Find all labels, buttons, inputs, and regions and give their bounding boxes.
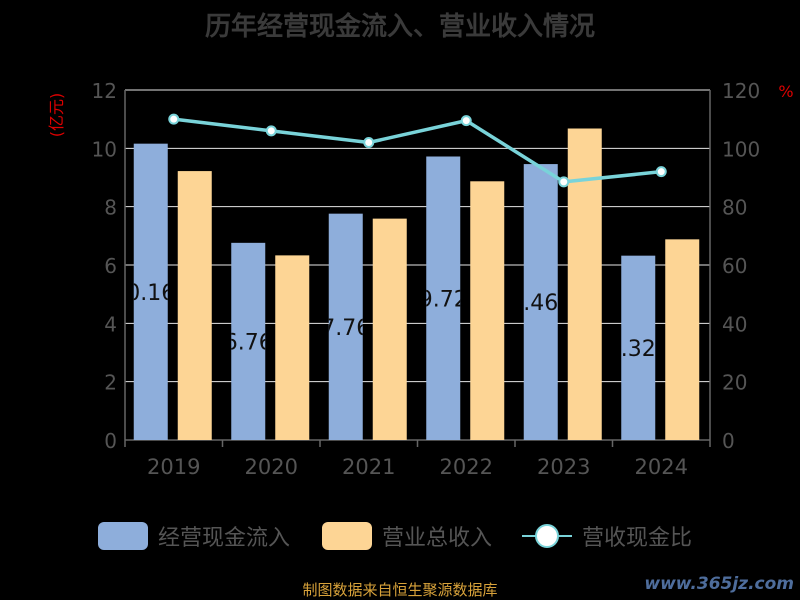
right-axis-tick-label: 40 bbox=[722, 312, 747, 336]
ratio-point bbox=[558, 176, 570, 188]
x-axis-tick-label: 2023 bbox=[537, 455, 590, 479]
legend-item-cash-inflow[interactable]: 经营现金流入 bbox=[98, 518, 290, 554]
data-label-cash-inflow: .32 bbox=[621, 337, 656, 362]
right-axis-tick-label: 80 bbox=[722, 196, 747, 220]
legend-label-revenue: 营业总收入 bbox=[382, 526, 493, 551]
legend-swatch-revenue bbox=[322, 522, 372, 550]
ratio-point bbox=[655, 166, 667, 178]
data-label-cash-inflow: 0.16 bbox=[126, 281, 175, 306]
bar-revenue bbox=[275, 255, 310, 440]
legend-label-ratio: 营收现金比 bbox=[582, 526, 693, 551]
ratio-point bbox=[460, 115, 472, 127]
right-axis-tick-label: 120 bbox=[722, 79, 760, 103]
data-label-cash-inflow: .46 bbox=[523, 291, 558, 316]
legend-item-revenue[interactable]: 营业总收入 bbox=[322, 518, 492, 554]
ratio-point bbox=[265, 125, 277, 137]
bar-cash-inflow bbox=[621, 255, 656, 440]
right-axis-label: % bbox=[778, 82, 793, 101]
legend: 经营现金流入 营业总收入 营收现金比 bbox=[0, 518, 800, 554]
bar-revenue bbox=[372, 218, 407, 440]
bar-revenue bbox=[470, 181, 505, 440]
x-axis-tick-label: 2019 bbox=[147, 455, 200, 479]
ratio-point bbox=[363, 137, 375, 148]
bar-cash-inflow bbox=[328, 213, 363, 440]
bar-cash-inflow bbox=[231, 242, 266, 440]
legend-swatch-cash-inflow bbox=[98, 522, 148, 550]
x-axis-tick-label: 2021 bbox=[342, 455, 395, 479]
data-label-cash-inflow: 6.76 bbox=[224, 330, 273, 355]
chart-title: 历年经营现金流入、营业收入情况 bbox=[204, 12, 595, 42]
right-axis-tick-label: 0 bbox=[722, 429, 735, 453]
legend-item-ratio[interactable]: 营收现金比 bbox=[522, 518, 692, 554]
left-axis-tick-label: 10 bbox=[92, 137, 117, 161]
ratio-line bbox=[173, 117, 662, 184]
x-axis-tick-label: 2020 bbox=[245, 455, 298, 479]
left-axis-tick-label: 12 bbox=[92, 79, 117, 103]
legend-label-cash-inflow: 经营现金流入 bbox=[158, 526, 291, 551]
watermark: www.365jz.com bbox=[644, 574, 794, 594]
left-axis-tick-label: 4 bbox=[104, 312, 117, 336]
bar-cash-inflow bbox=[133, 143, 168, 440]
source-note: 制图数据来自恒生聚源数据库 bbox=[302, 581, 498, 599]
bar-revenue bbox=[665, 239, 700, 440]
bar-cash-inflow bbox=[523, 164, 558, 441]
left-axis-tick-label: 8 bbox=[104, 196, 117, 220]
ratio-point bbox=[168, 113, 180, 125]
x-axis-tick-label: 2022 bbox=[440, 455, 493, 479]
x-axis-tick-label: 2024 bbox=[635, 455, 688, 479]
right-axis-tick-label: 60 bbox=[722, 254, 747, 278]
data-label-cash-inflow: 7.76 bbox=[321, 316, 370, 341]
bar-revenue bbox=[177, 171, 212, 441]
left-axis-tick-label: 6 bbox=[104, 254, 117, 278]
right-axis-tick-label: 100 bbox=[722, 137, 760, 161]
bar-revenue bbox=[567, 128, 602, 440]
bar-cash-inflow bbox=[426, 156, 461, 440]
left-axis-label: (亿元) bbox=[47, 93, 66, 138]
data-label-cash-inflow: 9.72 bbox=[419, 287, 468, 312]
left-axis-tick-label: 2 bbox=[104, 371, 117, 395]
legend-line-icon bbox=[522, 522, 572, 550]
right-axis-tick-label: 20 bbox=[722, 371, 747, 395]
left-axis-tick-label: 0 bbox=[104, 429, 117, 453]
